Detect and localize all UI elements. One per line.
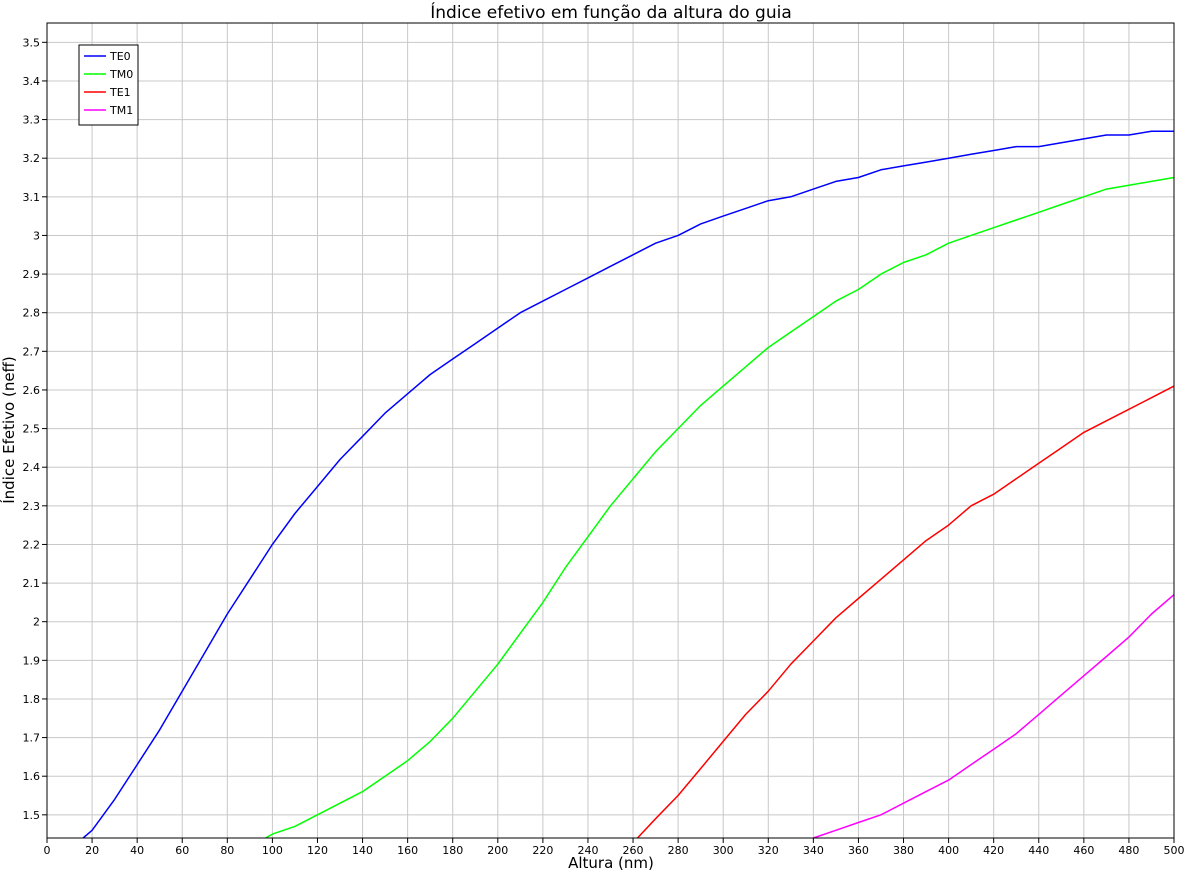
x-tick-label: 260 <box>623 844 644 857</box>
x-tick-label: 20 <box>85 844 99 857</box>
x-tick-label: 60 <box>175 844 189 857</box>
legend-label-te0: TE0 <box>109 50 131 63</box>
x-tick-label: 280 <box>668 844 689 857</box>
x-tick-label: 180 <box>442 844 463 857</box>
x-tick-label: 220 <box>532 844 553 857</box>
x-tick-label: 460 <box>1073 844 1094 857</box>
y-tick-label: 1.8 <box>23 693 41 706</box>
y-tick-label: 2 <box>33 616 40 629</box>
series-layer <box>82 130 1175 839</box>
series-line-tm1 <box>813 594 1175 839</box>
x-tick-label: 40 <box>130 844 144 857</box>
x-axis-label: Altura (nm) <box>568 854 654 871</box>
x-tick-label: 0 <box>44 844 51 857</box>
x-tick-label: 100 <box>262 844 283 857</box>
y-tick-label: 2.1 <box>23 577 41 590</box>
x-tick-label: 500 <box>1164 844 1185 857</box>
series-line-te0 <box>82 130 1174 839</box>
x-tick-label: 340 <box>803 844 824 857</box>
x-tick-label: 140 <box>352 844 373 857</box>
y-tick-label: 2.3 <box>23 500 41 513</box>
x-tick-label: 440 <box>1028 844 1049 857</box>
y-tick-label: 2.4 <box>23 461 41 474</box>
y-tick-label: 1.5 <box>23 809 41 822</box>
x-tick-label: 380 <box>893 844 914 857</box>
x-tick-label: 360 <box>848 844 869 857</box>
y-tick-label: 1.7 <box>23 732 41 745</box>
y-tick-label: 2.7 <box>23 345 41 358</box>
x-tick-label: 300 <box>713 844 734 857</box>
x-tick-label: 320 <box>758 844 779 857</box>
x-tick-label: 160 <box>397 844 418 857</box>
y-tick-label: 2.9 <box>23 268 41 281</box>
y-tick-label: 3.1 <box>23 191 41 204</box>
x-tick-label: 480 <box>1118 844 1139 857</box>
y-tick-label: 3.5 <box>23 36 41 49</box>
x-tick-label: 420 <box>983 844 1004 857</box>
legend: TE0 TM0 TE1 TM1 <box>78 44 139 126</box>
chart-title: Índice efetivo em função da altura do gu… <box>430 1 792 23</box>
x-tick-label: 240 <box>577 844 598 857</box>
legend-label-te1: TE1 <box>109 86 131 99</box>
y-tick-label: 3.2 <box>23 152 41 165</box>
series-line-tm0 <box>265 176 1175 839</box>
y-tick-label: 2.2 <box>23 538 41 551</box>
tick-layer: 0 20 40 60 80 100 120 140 160 180 200 220 240 260 280 3… <box>23 36 1185 857</box>
y-axis-label: Índice Efetivo (neff) <box>0 356 18 504</box>
legend-label-tm1: TM1 <box>109 104 133 117</box>
legend-label-tm0: TM0 <box>109 68 133 81</box>
series-line-te1 <box>636 385 1175 839</box>
y-tick-label: 3.3 <box>23 114 41 127</box>
x-tick-label: 400 <box>938 844 959 857</box>
x-tick-label: 200 <box>487 844 508 857</box>
plot-frame <box>46 22 1175 839</box>
y-tick-label: 1.6 <box>23 770 41 783</box>
y-tick-label: 3 <box>33 229 40 242</box>
y-tick-label: 2.5 <box>23 423 41 436</box>
y-tick-label: 1.9 <box>23 654 41 667</box>
x-tick-label: 120 <box>307 844 328 857</box>
grid-layer <box>47 23 1174 838</box>
legend-box <box>78 44 139 126</box>
y-tick-label: 2.8 <box>23 307 41 320</box>
y-tick-label: 3.4 <box>23 75 41 88</box>
y-tick-label: 2.6 <box>23 384 41 397</box>
x-tick-label: 80 <box>220 844 234 857</box>
